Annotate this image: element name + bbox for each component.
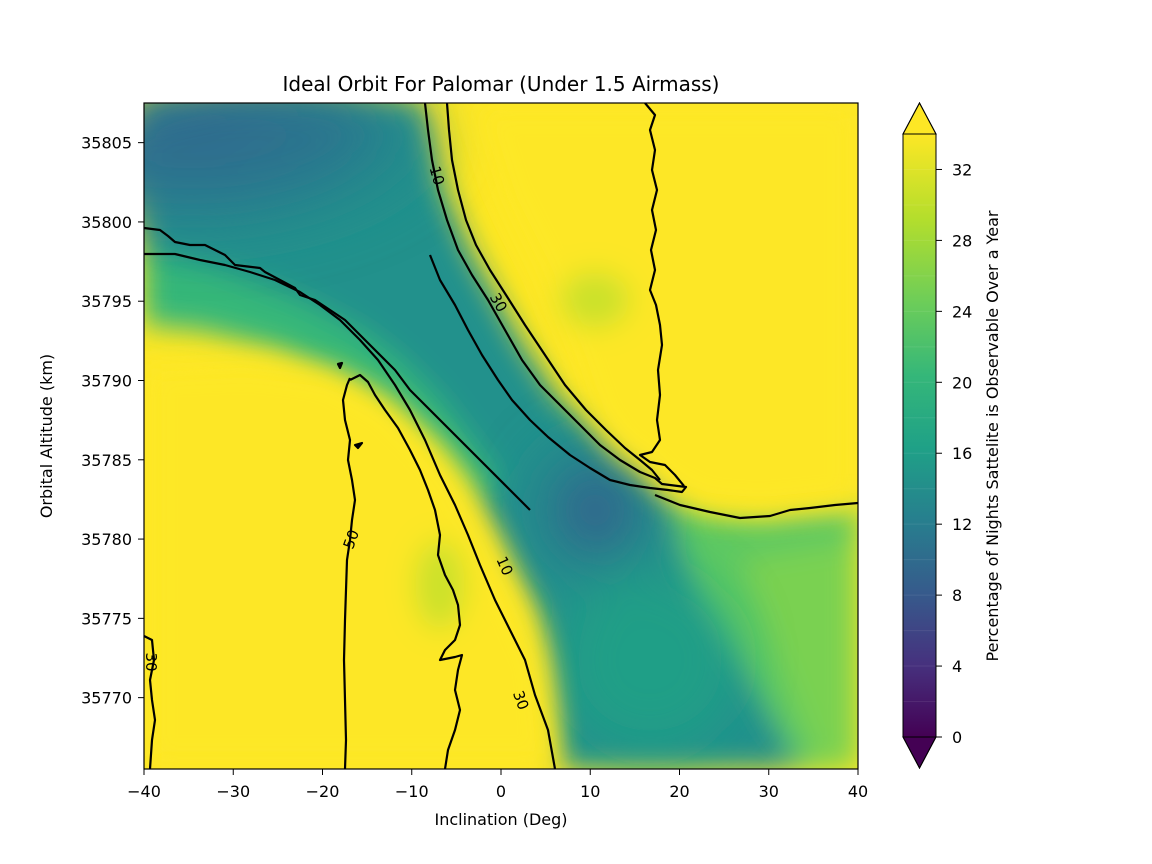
colorbar-tick-label: 16 bbox=[952, 444, 972, 463]
colorbar-tick-label: 0 bbox=[952, 728, 962, 747]
contour-line-30-bottom-right bbox=[654, 493, 858, 520]
contour-line-30-upper bbox=[445, 103, 661, 481]
contour-label-30-left: 30 bbox=[142, 652, 160, 671]
y-tick-label: 35800 bbox=[81, 213, 132, 232]
contour-label-10-top: 10 bbox=[426, 164, 449, 187]
y-axis-label: Orbital Altitude (km) bbox=[37, 354, 56, 518]
colorbar-tick-label: 8 bbox=[952, 586, 962, 605]
x-tick-label: 20 bbox=[669, 782, 689, 801]
colorbar-tick-label: 24 bbox=[952, 302, 972, 321]
x-tick-label: 0 bbox=[496, 782, 506, 801]
y-tick-label: 35785 bbox=[81, 451, 132, 470]
colorbar-extend-top bbox=[902, 101, 937, 135]
colorbar-tick-label: 32 bbox=[952, 160, 972, 179]
contour-line-30-right bbox=[638, 103, 685, 487]
y-axis-ticks: 35770 35775 35780 35785 35790 35795 35800 35805 bbox=[81, 134, 144, 708]
contour-line-50-left bbox=[144, 252, 557, 769]
x-axis-label: Inclination (Deg) bbox=[434, 810, 567, 829]
x-tick-label: −40 bbox=[127, 782, 161, 801]
x-tick-label: −30 bbox=[216, 782, 250, 801]
y-tick-label: 35795 bbox=[81, 292, 132, 311]
contour-blob-2 bbox=[353, 441, 364, 450]
x-tick-label: 30 bbox=[759, 782, 779, 801]
colorbar-tick-label: 12 bbox=[952, 515, 972, 534]
colorbar-bands bbox=[903, 168, 936, 703]
contour-line-10-upper bbox=[423, 103, 688, 494]
x-tick-label: 10 bbox=[580, 782, 600, 801]
contour-blob bbox=[336, 361, 344, 370]
colorbar-ticks: 0 4 8 12 16 20 24 28 32 bbox=[936, 160, 972, 747]
y-tick-label: 35770 bbox=[81, 689, 132, 708]
colorbar-label: Percentage of Nights Sattelite is Observ… bbox=[983, 210, 1002, 661]
y-tick-label: 35790 bbox=[81, 372, 132, 391]
chart-title: Ideal Orbit For Palomar (Under 1.5 Airma… bbox=[283, 72, 720, 96]
colorbar-body bbox=[903, 134, 936, 737]
contour-fill bbox=[144, 103, 858, 769]
x-tick-label: −20 bbox=[306, 782, 340, 801]
contour-label-50: 50 bbox=[340, 527, 363, 551]
colorbar-extend-bottom bbox=[902, 736, 937, 770]
colorbar-tick-label: 4 bbox=[952, 657, 962, 676]
x-tick-label: −10 bbox=[395, 782, 429, 801]
colorbar-tick-label: 20 bbox=[952, 373, 972, 392]
x-tick-label: 40 bbox=[848, 782, 868, 801]
x-axis-ticks: −40 −30 −20 −10 0 10 20 30 40 bbox=[127, 769, 868, 801]
contour-line-10-lower bbox=[349, 373, 464, 769]
contour-label-30-bottom: 30 bbox=[509, 688, 532, 712]
y-tick-label: 35780 bbox=[81, 530, 132, 549]
colorbar: 0 4 8 12 16 20 24 28 32 Percentage of Nights Sat… bbox=[902, 101, 1002, 770]
colorbar-tick-label: 28 bbox=[952, 231, 972, 250]
contour-lines bbox=[144, 103, 858, 769]
contour-line-50-lower bbox=[341, 377, 357, 769]
contour-line-30-left bbox=[144, 226, 531, 511]
contour-line-30-bottom-left bbox=[144, 635, 157, 769]
y-tick-label: 35775 bbox=[81, 609, 132, 628]
y-tick-label: 35805 bbox=[81, 134, 132, 153]
